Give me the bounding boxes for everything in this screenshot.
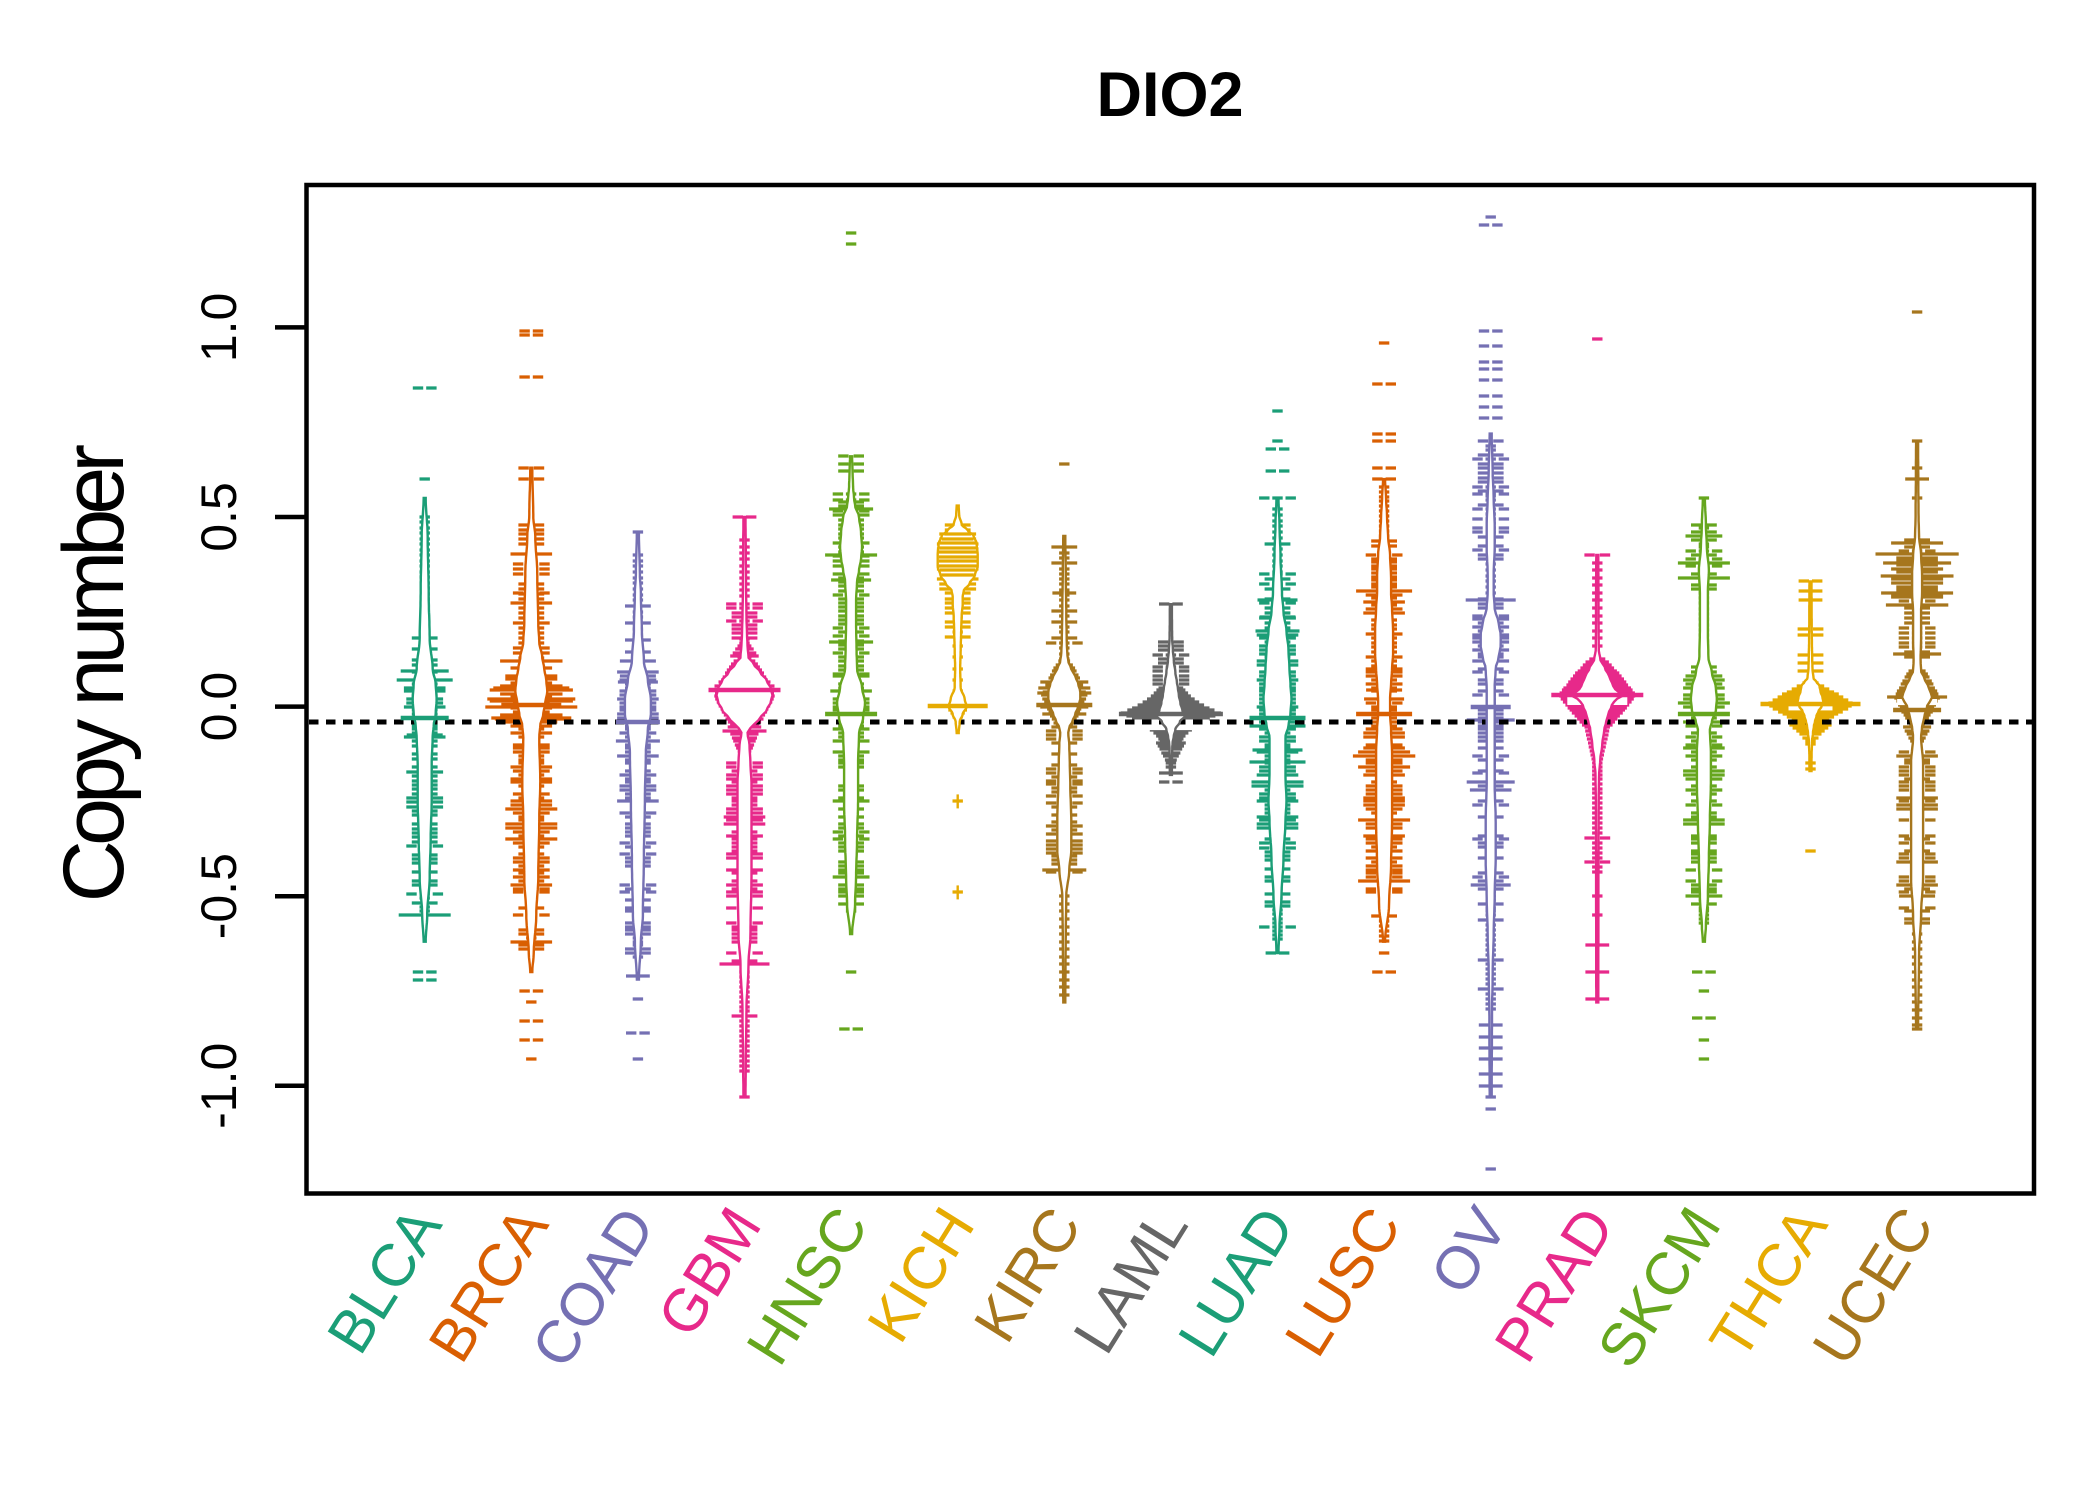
svg-text:Copy number: Copy number xyxy=(46,445,142,903)
svg-text:-0.5: -0.5 xyxy=(191,853,247,939)
svg-text:DIO2: DIO2 xyxy=(1096,60,1243,130)
svg-text:0.5: 0.5 xyxy=(191,482,247,552)
svg-text:-1.0: -1.0 xyxy=(191,1043,247,1129)
svg-text:0.0: 0.0 xyxy=(191,672,247,742)
svg-text:1.0: 1.0 xyxy=(191,293,247,363)
